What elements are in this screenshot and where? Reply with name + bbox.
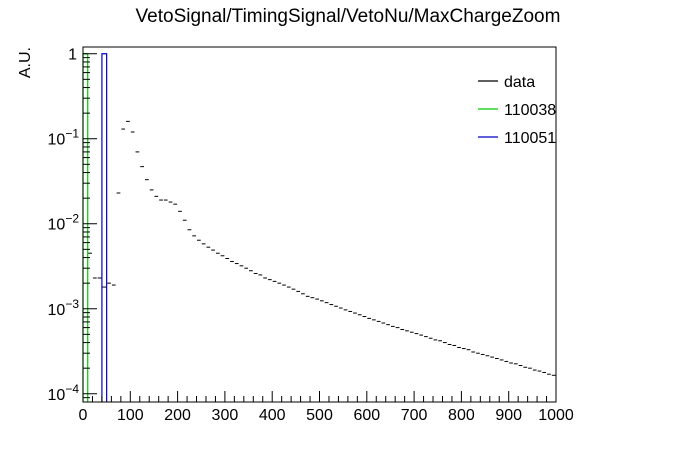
legend: data 110038 110051: [478, 74, 556, 147]
x-tick-label: 0: [79, 407, 88, 424]
y-tick-label: 1: [68, 47, 77, 64]
legend-label: 110038: [504, 102, 556, 119]
axes: 0 100 200 300 400 500 600 700 800 900 1000 1 10−1 10−…: [48, 46, 574, 424]
x-tick-label: 800: [448, 407, 475, 424]
x-tick-label: 500: [306, 407, 333, 424]
x-tick-label: 700: [401, 407, 428, 424]
legend-entry-110038: 110038: [478, 102, 556, 119]
legend-label: 110051: [504, 130, 556, 147]
x-tick-label: 200: [164, 407, 191, 424]
series-bar: [101, 53, 108, 402]
plot-area: [82, 53, 556, 402]
y-tick-label: 10−3: [48, 297, 80, 319]
plot-frame: [82, 46, 557, 403]
legend-label: data: [504, 74, 535, 91]
x-tick-label: 900: [495, 407, 522, 424]
chart-title: VetoSignal/TimingSignal/VetoNu/MaxCharge…: [136, 6, 561, 27]
y-axis-label: A.U.: [17, 47, 34, 78]
series-110051: [101, 53, 108, 402]
x-tick-label: 600: [353, 407, 380, 424]
legend-entry-data: data: [478, 74, 535, 91]
series-data: [83, 53, 556, 376]
x-tick-label: 400: [259, 407, 286, 424]
y-tick-label: 10−1: [48, 127, 80, 149]
x-tick-label: 300: [212, 407, 239, 424]
y-tick-label: 10−2: [48, 212, 80, 234]
x-tick-label: 1000: [538, 407, 574, 424]
y-tick-label: 10−4: [48, 382, 80, 404]
x-tick-label: 100: [117, 407, 144, 424]
legend-entry-110051: 110051: [478, 130, 556, 147]
